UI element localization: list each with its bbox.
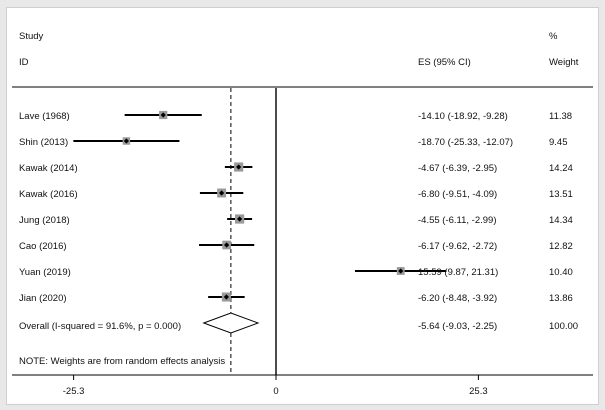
study-row: Kawak (2016) -6.80 (-9.51, -4.09) 13.51 bbox=[19, 188, 573, 200]
overall-label: Overall (I-squared = 91.6%, p = 0.000) bbox=[19, 321, 181, 332]
header-es: ES (95% CI) bbox=[418, 57, 471, 68]
overall-diamond bbox=[202, 312, 260, 334]
study-ci-text: -6.17 (-9.62, -2.72) bbox=[418, 241, 497, 252]
study-ci-text: -18.70 (-25.33, -12.07) bbox=[418, 137, 513, 148]
overall-weight-text: 100.00 bbox=[549, 321, 578, 332]
study-weight-text: 14.34 bbox=[549, 215, 573, 226]
header-study: Study bbox=[19, 31, 44, 42]
study-weight-text: 9.45 bbox=[549, 137, 568, 148]
study-ci-text: -14.10 (-18.92, -9.28) bbox=[418, 111, 508, 122]
study-label: Yuan (2019) bbox=[19, 267, 71, 278]
study-row: Shin (2013) -18.70 (-25.33, -12.07) 9.45 bbox=[19, 137, 568, 148]
point-estimate bbox=[236, 164, 242, 170]
point-estimate bbox=[219, 190, 225, 196]
study-ci-text: -6.20 (-8.48, -3.92) bbox=[418, 293, 497, 304]
study-weight-text: 14.24 bbox=[549, 163, 573, 174]
study-weight-text: 12.82 bbox=[549, 241, 573, 252]
header-id: ID bbox=[19, 57, 29, 68]
study-ci-text: -4.67 (-6.39, -2.95) bbox=[418, 163, 497, 174]
overall-ci-text: -5.64 (-9.03, -2.25) bbox=[418, 321, 497, 332]
point-estimate bbox=[237, 216, 243, 222]
header-weight: Weight bbox=[549, 57, 579, 68]
note-text: NOTE: Weights are from random effects an… bbox=[19, 356, 225, 367]
study-row: Cao (2016) -6.17 (-9.62, -2.72) 12.82 bbox=[19, 240, 573, 252]
study-row: Yuan (2019) 15.59 (9.87, 21.31) 10.40 bbox=[19, 267, 573, 278]
study-ci-text: -6.80 (-9.51, -4.09) bbox=[418, 189, 497, 200]
study-label: Kawak (2016) bbox=[19, 189, 78, 200]
study-label: Jian (2020) bbox=[19, 293, 67, 304]
study-ci-text: -4.55 (-6.11, -2.99) bbox=[418, 215, 497, 226]
study-rows: Lave (1968) -14.10 (-18.92, -9.28) 11.38 Sh… bbox=[19, 110, 573, 304]
study-weight-text: 13.51 bbox=[549, 189, 573, 200]
study-row: Jian (2020) -6.20 (-8.48, -3.92) 13.86 bbox=[19, 292, 573, 304]
study-weight-text: 11.38 bbox=[549, 111, 572, 122]
study-label: Kawak (2014) bbox=[19, 163, 78, 174]
study-weight-text: 10.40 bbox=[549, 267, 573, 278]
study-row: Jung (2018) -4.55 (-6.11, -2.99) 14.34 bbox=[19, 214, 573, 226]
study-label: Lave (1968) bbox=[19, 111, 70, 122]
study-label: Shin (2013) bbox=[19, 137, 68, 148]
study-ci-text: 15.59 (9.87, 21.31) bbox=[418, 267, 498, 278]
x-tick-label: 0 bbox=[273, 386, 278, 397]
plot-frame bbox=[6, 7, 599, 405]
point-estimate bbox=[398, 268, 404, 274]
point-estimate bbox=[223, 294, 229, 300]
x-tick-label: 25.3 bbox=[469, 386, 488, 397]
point-estimate bbox=[224, 242, 230, 248]
study-weight-text: 13.86 bbox=[549, 293, 573, 304]
point-estimate bbox=[123, 138, 129, 144]
study-label: Cao (2016) bbox=[19, 241, 67, 252]
point-estimate bbox=[160, 112, 166, 118]
study-row: Kawak (2014) -4.67 (-6.39, -2.95) 14.24 bbox=[19, 162, 573, 174]
study-row: Lave (1968) -14.10 (-18.92, -9.28) 11.38 bbox=[19, 110, 572, 122]
x-axis: -25.3 0 25.3 bbox=[63, 375, 488, 397]
header-pct: % bbox=[549, 31, 558, 42]
study-label: Jung (2018) bbox=[19, 215, 70, 226]
x-tick-label: -25.3 bbox=[63, 386, 85, 397]
